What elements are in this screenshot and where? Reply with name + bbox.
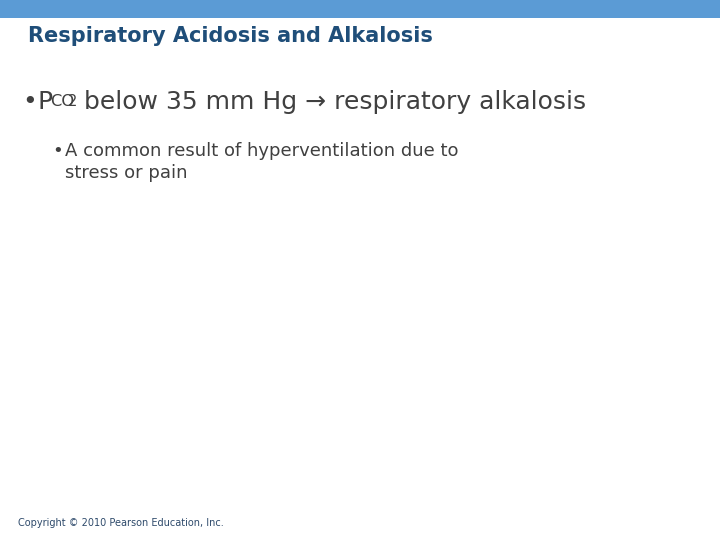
Text: •: • (22, 90, 37, 114)
Bar (0, 0, 720, 18)
Text: A common result of hyperventilation due to: A common result of hyperventilation due … (65, 142, 459, 160)
Text: below 35 mm Hg → respiratory alkalosis: below 35 mm Hg → respiratory alkalosis (76, 90, 586, 114)
Text: P: P (38, 90, 53, 114)
Text: Copyright © 2010 Pearson Education, Inc.: Copyright © 2010 Pearson Education, Inc. (18, 518, 224, 528)
Text: stress or pain: stress or pain (65, 164, 187, 182)
Text: •: • (52, 142, 63, 160)
Text: CO: CO (50, 94, 74, 109)
Text: Respiratory Acidosis and Alkalosis: Respiratory Acidosis and Alkalosis (28, 26, 433, 46)
Text: 2: 2 (68, 94, 77, 109)
